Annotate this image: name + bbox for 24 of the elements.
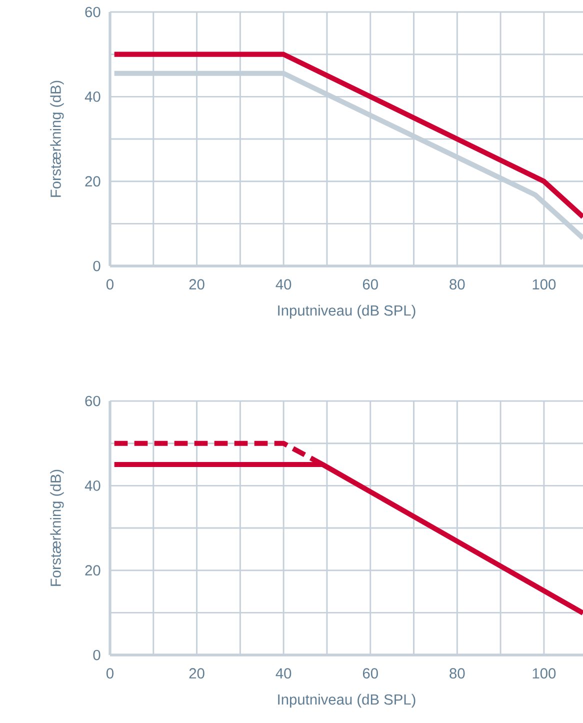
x-tick-label: 0 <box>106 279 114 290</box>
x-axis-title: Inputniveau (dB SPL) <box>278 694 416 708</box>
x-tick-label: 80 <box>450 668 465 679</box>
y-tick-label: 0 <box>93 650 100 660</box>
y-tick-label: 40 <box>84 92 100 102</box>
y-tick-label: 20 <box>85 565 100 576</box>
y-tick-label: 60 <box>85 6 100 18</box>
y-tick-label: 40 <box>84 480 100 491</box>
x-tick-label: 40 <box>276 279 292 290</box>
x-tick-label: 20 <box>189 279 204 290</box>
x-tick-label: 60 <box>362 279 378 290</box>
y-axis-title: Forstærkning (dB) <box>50 80 64 197</box>
x-tick-label: 100 <box>532 668 556 679</box>
x-tick-label: 20 <box>189 668 204 679</box>
y-tick-label: 0 <box>93 260 100 272</box>
y-tick-label: 60 <box>85 396 100 406</box>
y-axis-title: Forstærkning (dB) <box>50 470 64 586</box>
y-tick-label: 20 <box>85 176 100 187</box>
x-tick-label: 100 <box>532 279 556 290</box>
x-axis-title: Inputniveau (dB SPL) <box>278 304 416 319</box>
x-tick-label: 80 <box>450 279 465 290</box>
x-tick-label: 40 <box>276 668 292 679</box>
x-tick-label: 0 <box>106 668 114 679</box>
x-tick-label: 60 <box>362 668 378 679</box>
